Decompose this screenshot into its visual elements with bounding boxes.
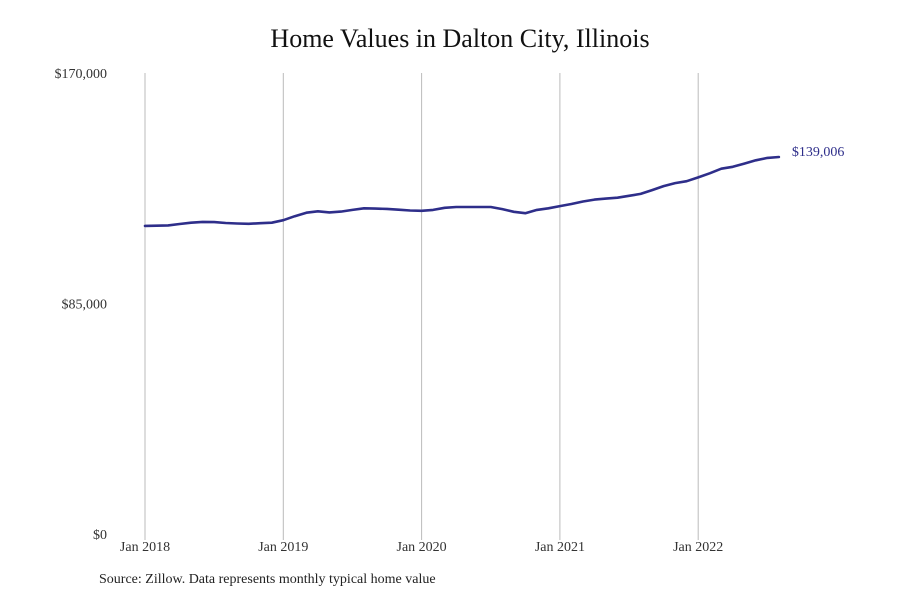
source-note: Source: Zillow. Data represents monthly … bbox=[99, 572, 436, 587]
y-tick-label: $85,000 bbox=[62, 298, 108, 313]
x-tick-label: Jan 2018 bbox=[120, 540, 170, 555]
x-tick-label: Jan 2020 bbox=[397, 540, 447, 555]
end-value-label: $139,006 bbox=[792, 145, 845, 160]
y-tick-label: $170,000 bbox=[55, 67, 108, 82]
chart-title: Home Values in Dalton City, Illinois bbox=[270, 24, 650, 53]
x-tick-label: Jan 2019 bbox=[258, 540, 308, 555]
series-line bbox=[143, 155, 781, 228]
x-tick-label: Jan 2022 bbox=[673, 540, 723, 555]
y-tick-label: $0 bbox=[93, 528, 107, 543]
x-tick-label: Jan 2021 bbox=[535, 540, 585, 555]
